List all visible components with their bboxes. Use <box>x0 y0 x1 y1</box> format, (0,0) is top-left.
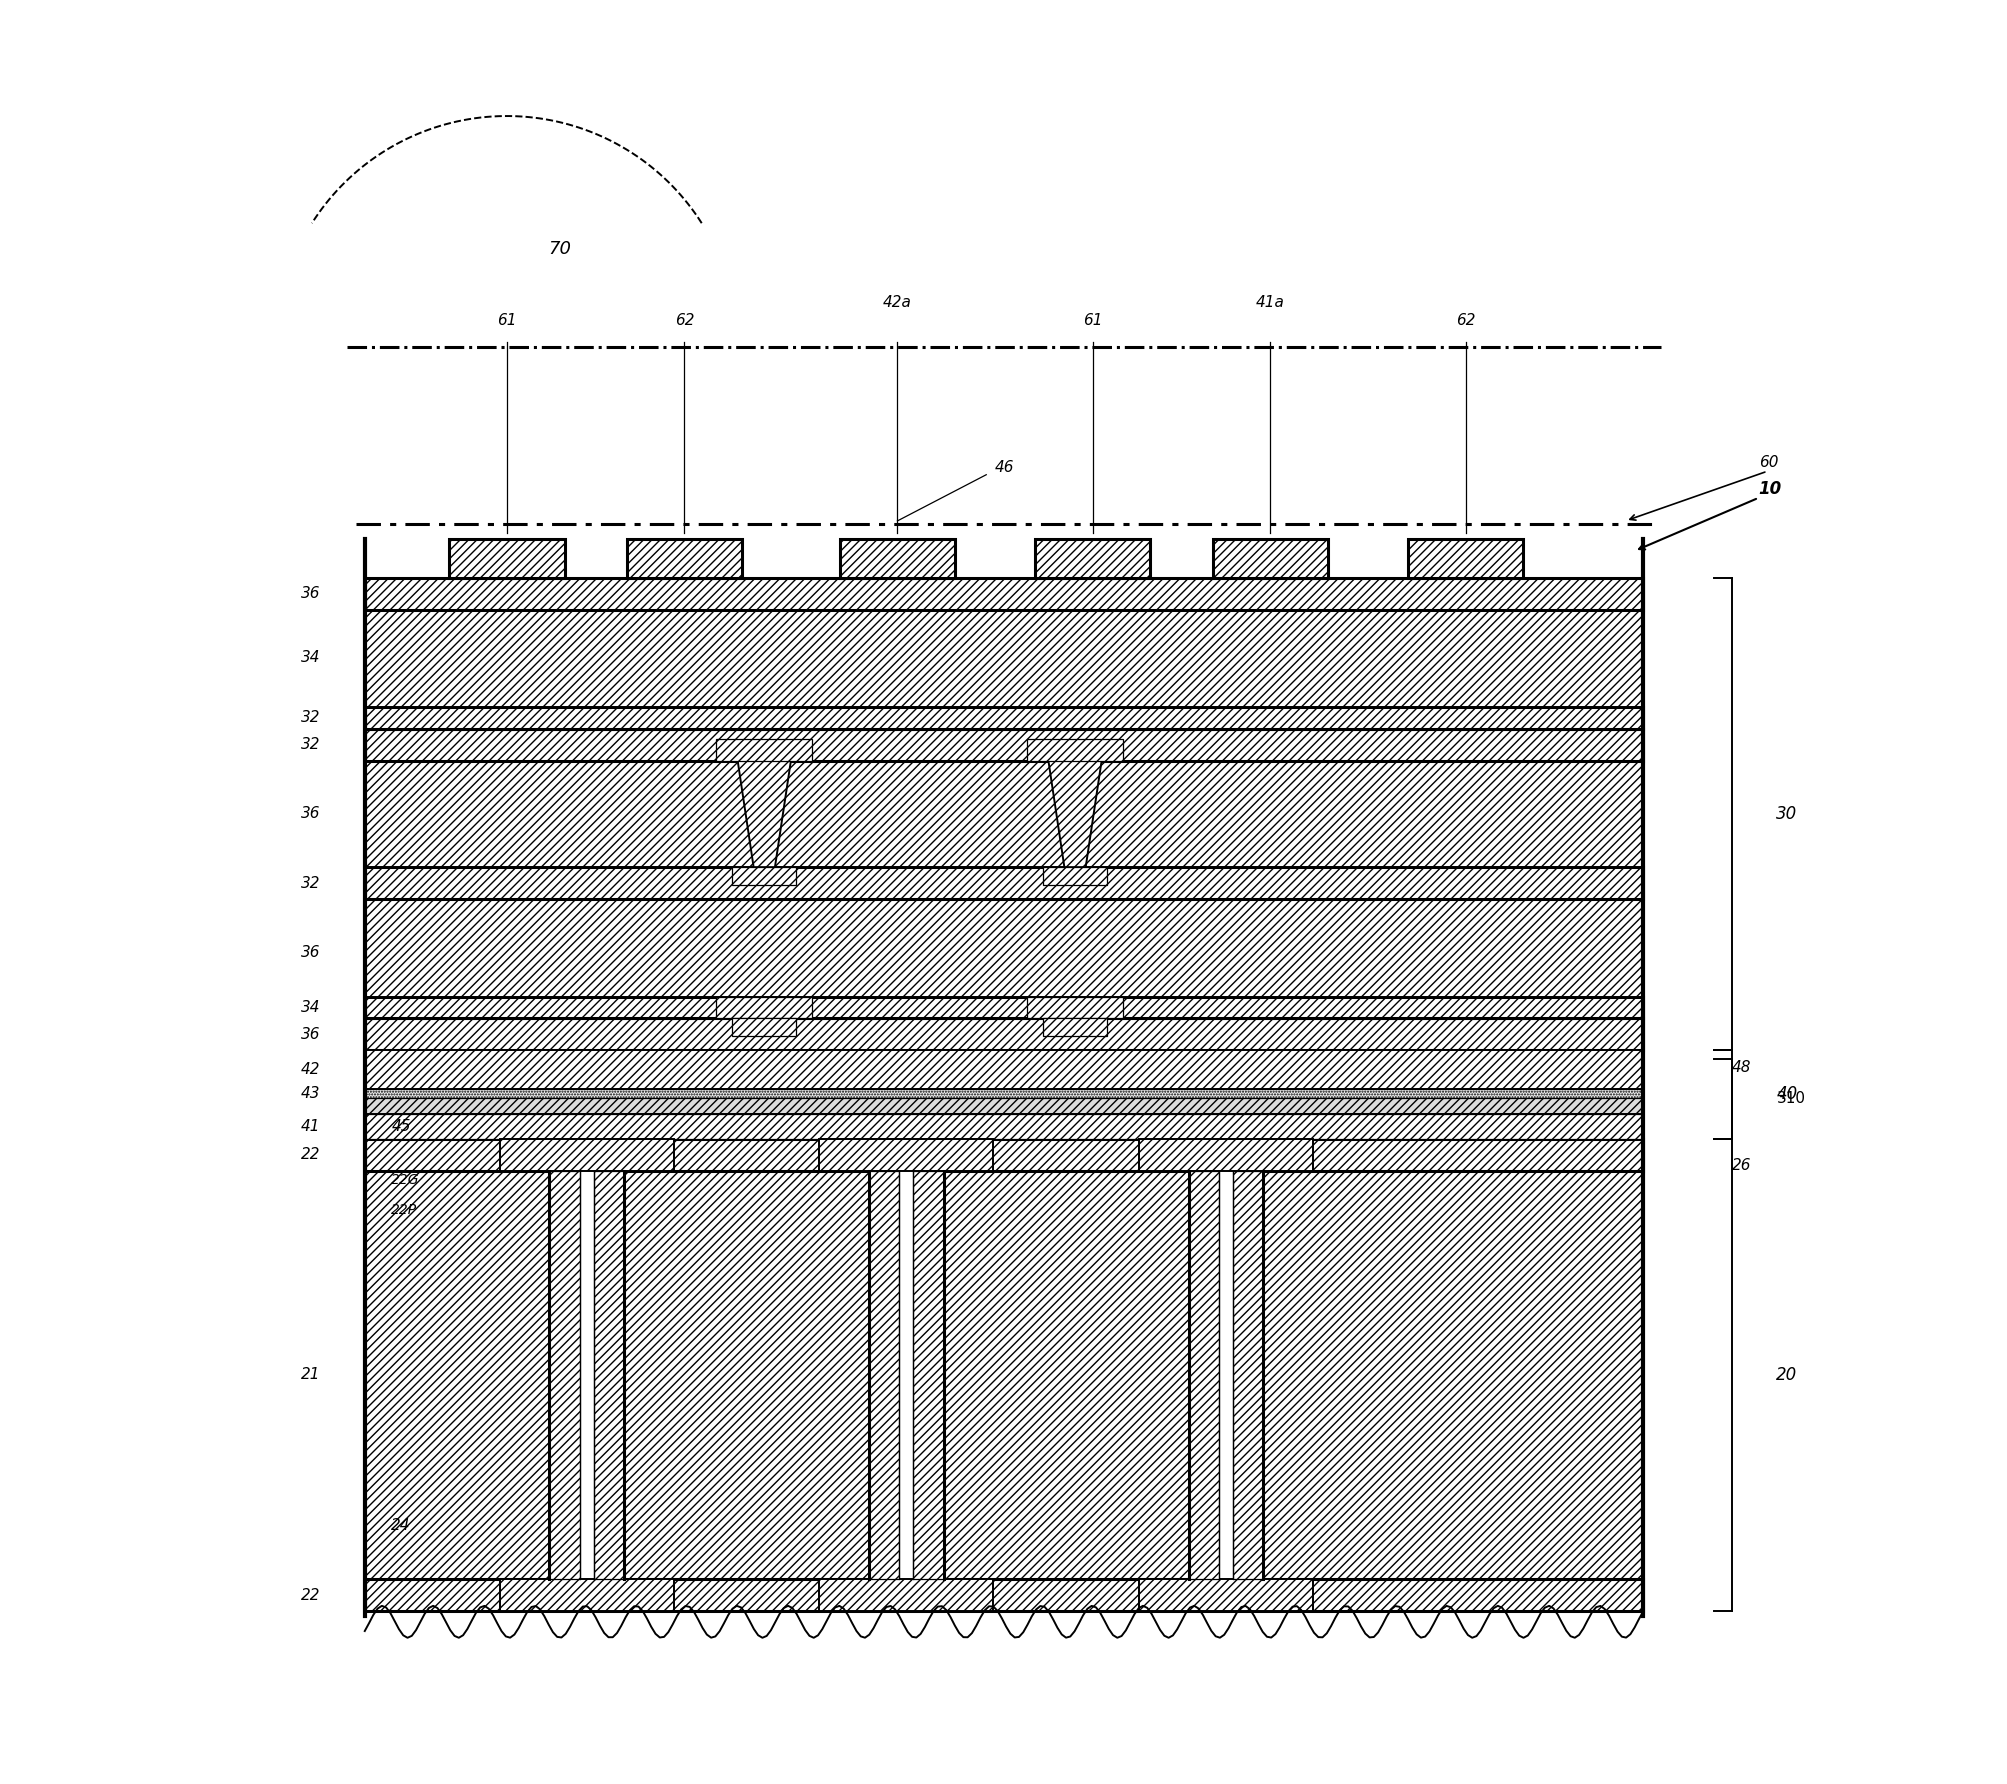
Bar <box>1026 997 1122 1019</box>
Bar <box>365 760 1642 867</box>
Text: 42: 42 <box>301 1061 321 1078</box>
Bar <box>1218 1170 1232 1579</box>
Bar <box>733 867 797 885</box>
Bar <box>869 1170 899 1579</box>
Text: 45: 45 <box>391 1119 411 1135</box>
Bar <box>913 1170 943 1579</box>
Bar <box>1026 739 1122 760</box>
Polygon shape <box>1048 760 1102 867</box>
Bar <box>365 1138 1642 1170</box>
Bar <box>500 1579 674 1611</box>
Bar <box>1212 539 1327 578</box>
Bar <box>733 1019 797 1037</box>
Text: 32: 32 <box>301 710 321 726</box>
Text: 10: 10 <box>1758 480 1780 498</box>
Bar <box>1042 867 1106 885</box>
Bar <box>365 1170 1642 1579</box>
Text: 22P: 22P <box>391 1202 417 1217</box>
Bar <box>819 1579 993 1611</box>
Bar <box>365 728 1642 760</box>
Text: 22G: 22G <box>391 1172 419 1186</box>
Bar <box>1407 539 1523 578</box>
Bar <box>594 1170 624 1579</box>
Text: 310: 310 <box>1776 1092 1804 1106</box>
Bar <box>450 539 564 578</box>
Text: 32: 32 <box>301 737 321 753</box>
Bar <box>716 739 811 760</box>
Text: 22: 22 <box>301 1588 321 1602</box>
Bar <box>839 539 955 578</box>
Text: 60: 60 <box>1758 455 1778 469</box>
Text: 46: 46 <box>993 460 1014 475</box>
Text: 42a: 42a <box>883 294 911 310</box>
Bar <box>365 1051 1642 1088</box>
Bar <box>500 1138 674 1170</box>
Text: 41a: 41a <box>1254 294 1284 310</box>
Bar <box>365 997 1642 1019</box>
Text: 26: 26 <box>1732 1158 1750 1172</box>
Text: 41: 41 <box>301 1119 321 1135</box>
Bar <box>365 899 1642 997</box>
Bar <box>365 1088 1642 1097</box>
Text: 20: 20 <box>1776 1367 1796 1384</box>
Text: 36: 36 <box>301 946 321 960</box>
Text: 22: 22 <box>301 1147 321 1163</box>
Text: 62: 62 <box>674 312 694 328</box>
Bar <box>1188 1170 1218 1579</box>
Bar <box>1034 539 1150 578</box>
Text: 40: 40 <box>1776 1085 1796 1104</box>
Bar <box>365 1113 1642 1138</box>
Bar <box>1138 1138 1313 1170</box>
Bar <box>365 578 1642 610</box>
Text: 61: 61 <box>1082 312 1102 328</box>
Bar <box>550 1170 580 1579</box>
Bar <box>580 1170 594 1579</box>
Text: 30: 30 <box>1776 805 1796 822</box>
Bar <box>365 1097 1642 1113</box>
Text: 70: 70 <box>548 241 572 259</box>
Bar <box>365 1579 1642 1611</box>
Text: 32: 32 <box>301 876 321 890</box>
Text: 48: 48 <box>1732 1060 1750 1076</box>
Bar <box>365 1019 1642 1051</box>
Text: 43: 43 <box>301 1086 321 1101</box>
Text: 36: 36 <box>301 587 321 601</box>
Text: 24: 24 <box>391 1518 411 1534</box>
Text: 34: 34 <box>301 649 321 665</box>
Text: 36: 36 <box>301 806 321 821</box>
Bar <box>626 539 743 578</box>
Polygon shape <box>737 760 791 867</box>
Text: 62: 62 <box>1455 312 1475 328</box>
Bar <box>365 867 1642 899</box>
Bar <box>899 1170 913 1579</box>
Bar <box>1138 1579 1313 1611</box>
Text: 21: 21 <box>301 1368 321 1383</box>
Bar <box>1042 1019 1106 1037</box>
Bar <box>716 997 811 1019</box>
Text: 61: 61 <box>498 312 516 328</box>
Text: 36: 36 <box>301 1026 321 1042</box>
Bar <box>365 610 1642 706</box>
Bar <box>819 1138 993 1170</box>
Bar <box>365 706 1642 728</box>
Bar <box>1232 1170 1262 1579</box>
Text: 34: 34 <box>301 999 321 1015</box>
